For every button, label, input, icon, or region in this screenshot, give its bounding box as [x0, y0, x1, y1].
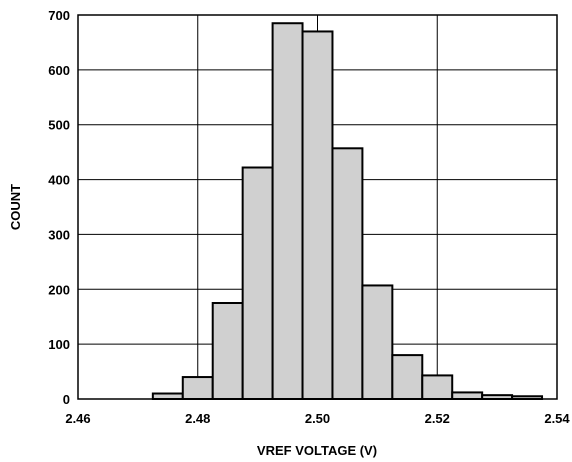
y-axis-label: COUNT [8, 184, 23, 230]
x-axis-label: VREF VOLTAGE (V) [257, 443, 377, 458]
y-tick-label: 700 [48, 8, 70, 23]
y-tick-labels: 0 100 200 300 400 500 600 700 [48, 8, 70, 407]
histogram-bar [391, 354, 424, 401]
x-tick-label: 2.52 [425, 411, 450, 426]
x-tick-label: 2.48 [185, 411, 210, 426]
x-tick-label: 2.50 [305, 411, 330, 426]
y-tick-label: 0 [63, 392, 70, 407]
y-tick-label: 600 [48, 63, 70, 78]
histogram-bar [331, 147, 364, 400]
histogram-bar [451, 391, 484, 401]
histogram-bar [361, 284, 394, 400]
histogram-bars [151, 22, 544, 401]
histogram-bar [151, 392, 184, 400]
histogram-bar [301, 30, 334, 400]
histogram-bar [211, 302, 244, 400]
y-tick-label: 100 [48, 337, 70, 352]
y-tick-label: 300 [48, 227, 70, 242]
x-tick-label: 2.46 [65, 411, 90, 426]
x-tick-label: 2.54 [544, 411, 570, 426]
histogram-bar [271, 22, 304, 400]
y-tick-label: 200 [48, 282, 70, 297]
plot-frame [77, 14, 558, 400]
histogram-bar [241, 166, 274, 400]
x-tick-labels: 2.46 2.48 2.50 2.52 2.54 [65, 411, 570, 426]
histogram-bar [421, 374, 454, 401]
histogram-bar [181, 376, 214, 400]
y-tick-label: 400 [48, 173, 70, 188]
y-tick-label: 500 [48, 118, 70, 133]
